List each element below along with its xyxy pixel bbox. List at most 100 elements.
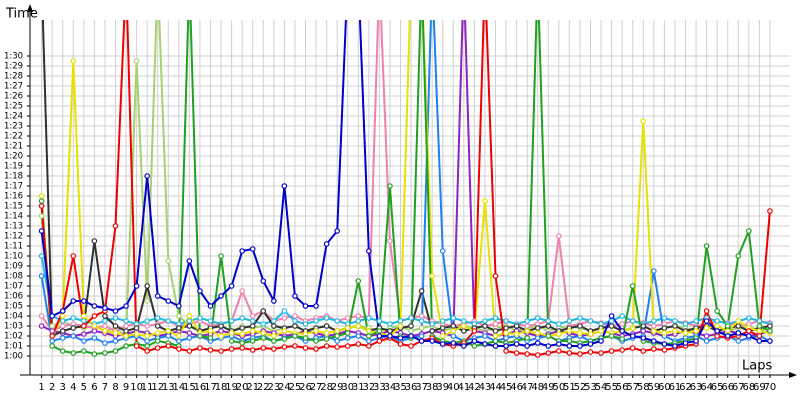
data-point [59, 328, 66, 334]
data-point [682, 330, 689, 336]
data-point [70, 350, 77, 356]
data-point [714, 333, 720, 339]
y-tick-label: 1:16 [4, 192, 23, 202]
data-point [91, 335, 98, 341]
data-point [492, 343, 499, 349]
data-point [81, 331, 87, 337]
data-point [703, 243, 710, 249]
data-point [38, 213, 45, 219]
data-point [503, 318, 509, 324]
data-point [714, 308, 720, 314]
y-tick-label: 1:19 [4, 162, 23, 172]
data-point [387, 328, 393, 334]
data-point [418, 313, 425, 319]
data-point [587, 349, 594, 355]
y-tick-label: 1:07 [4, 282, 23, 292]
data-point [102, 340, 108, 346]
data-point [598, 328, 604, 334]
data-point [746, 228, 752, 234]
x-tick-label: 3 [60, 382, 66, 393]
x-tick-label: 68 [742, 382, 755, 393]
data-point [154, 338, 161, 344]
data-point [387, 183, 393, 189]
data-point [418, 338, 425, 344]
data-point [292, 313, 298, 319]
data-point [133, 343, 140, 349]
data-point [756, 318, 763, 324]
data-point [344, 343, 351, 349]
data-point [651, 328, 657, 334]
y-tick-label: 1:11 [4, 242, 23, 252]
data-point [249, 318, 256, 324]
data-point [112, 330, 119, 336]
data-point [81, 298, 87, 304]
data-point [355, 318, 362, 324]
x-tick-label: 66 [721, 382, 734, 393]
data-point [260, 321, 267, 327]
data-point [228, 330, 235, 336]
data-point [629, 325, 636, 331]
series-line [40, 255, 771, 326]
x-tick-label: 55 [605, 382, 618, 393]
series-line [41, 20, 771, 338]
tick-labels: 1:001:011:021:031:041:051:061:071:081:09… [4, 52, 776, 394]
data-point [735, 330, 742, 336]
data-point [197, 333, 203, 339]
x-tick-label: 48 [531, 382, 544, 393]
data-point [154, 315, 161, 321]
data-point [239, 340, 245, 346]
data-point [323, 241, 330, 247]
data-point [492, 333, 499, 339]
x-tick-label: 39 [436, 382, 449, 393]
data-point [239, 248, 245, 254]
data-point [746, 315, 752, 321]
data-point [207, 347, 214, 353]
y-tick-label: 1:30 [4, 52, 23, 62]
data-point [714, 318, 720, 324]
data-point [651, 323, 657, 329]
data-point [408, 333, 414, 339]
data-point [133, 325, 140, 331]
data-point [49, 328, 55, 334]
data-point [302, 321, 309, 327]
data-point [587, 331, 594, 337]
data-point [672, 323, 678, 329]
y-tick-label: 1:03 [4, 322, 23, 332]
data-point [703, 325, 710, 331]
y-tick-label: 1:29 [4, 62, 23, 72]
data-point [133, 283, 140, 289]
data-point [91, 351, 98, 357]
data-point [123, 303, 129, 309]
x-tick-label: 17 [204, 382, 217, 393]
y-tick-label: 1:12 [4, 232, 23, 242]
data-point [513, 341, 520, 347]
x-tick-label: 33 [373, 382, 386, 393]
data-point [144, 318, 150, 324]
data-point [439, 333, 446, 339]
data-point [102, 318, 108, 324]
data-point [271, 318, 277, 324]
data-point [165, 298, 172, 304]
x-tick-label: 59 [647, 382, 660, 393]
data-point [482, 341, 488, 347]
data-point [38, 193, 45, 199]
data-point [703, 333, 710, 339]
data-point [661, 347, 668, 353]
data-point [735, 253, 742, 259]
y-tick-label: 1:17 [4, 182, 23, 192]
x-tick-label: 47 [521, 382, 534, 393]
data-point [418, 325, 425, 331]
y-tick-label: 1:02 [4, 332, 23, 342]
data-point [323, 330, 330, 336]
plot-area [38, 20, 773, 358]
data-point [260, 308, 267, 314]
data-point [323, 323, 330, 329]
x-tick-label: 5 [81, 382, 87, 393]
y-tick-label: 1:13 [4, 222, 23, 232]
data-point [123, 323, 129, 329]
data-point [123, 333, 129, 339]
data-point [587, 318, 594, 324]
data-point [154, 330, 161, 336]
data-point [366, 248, 372, 254]
data-point [165, 343, 172, 349]
